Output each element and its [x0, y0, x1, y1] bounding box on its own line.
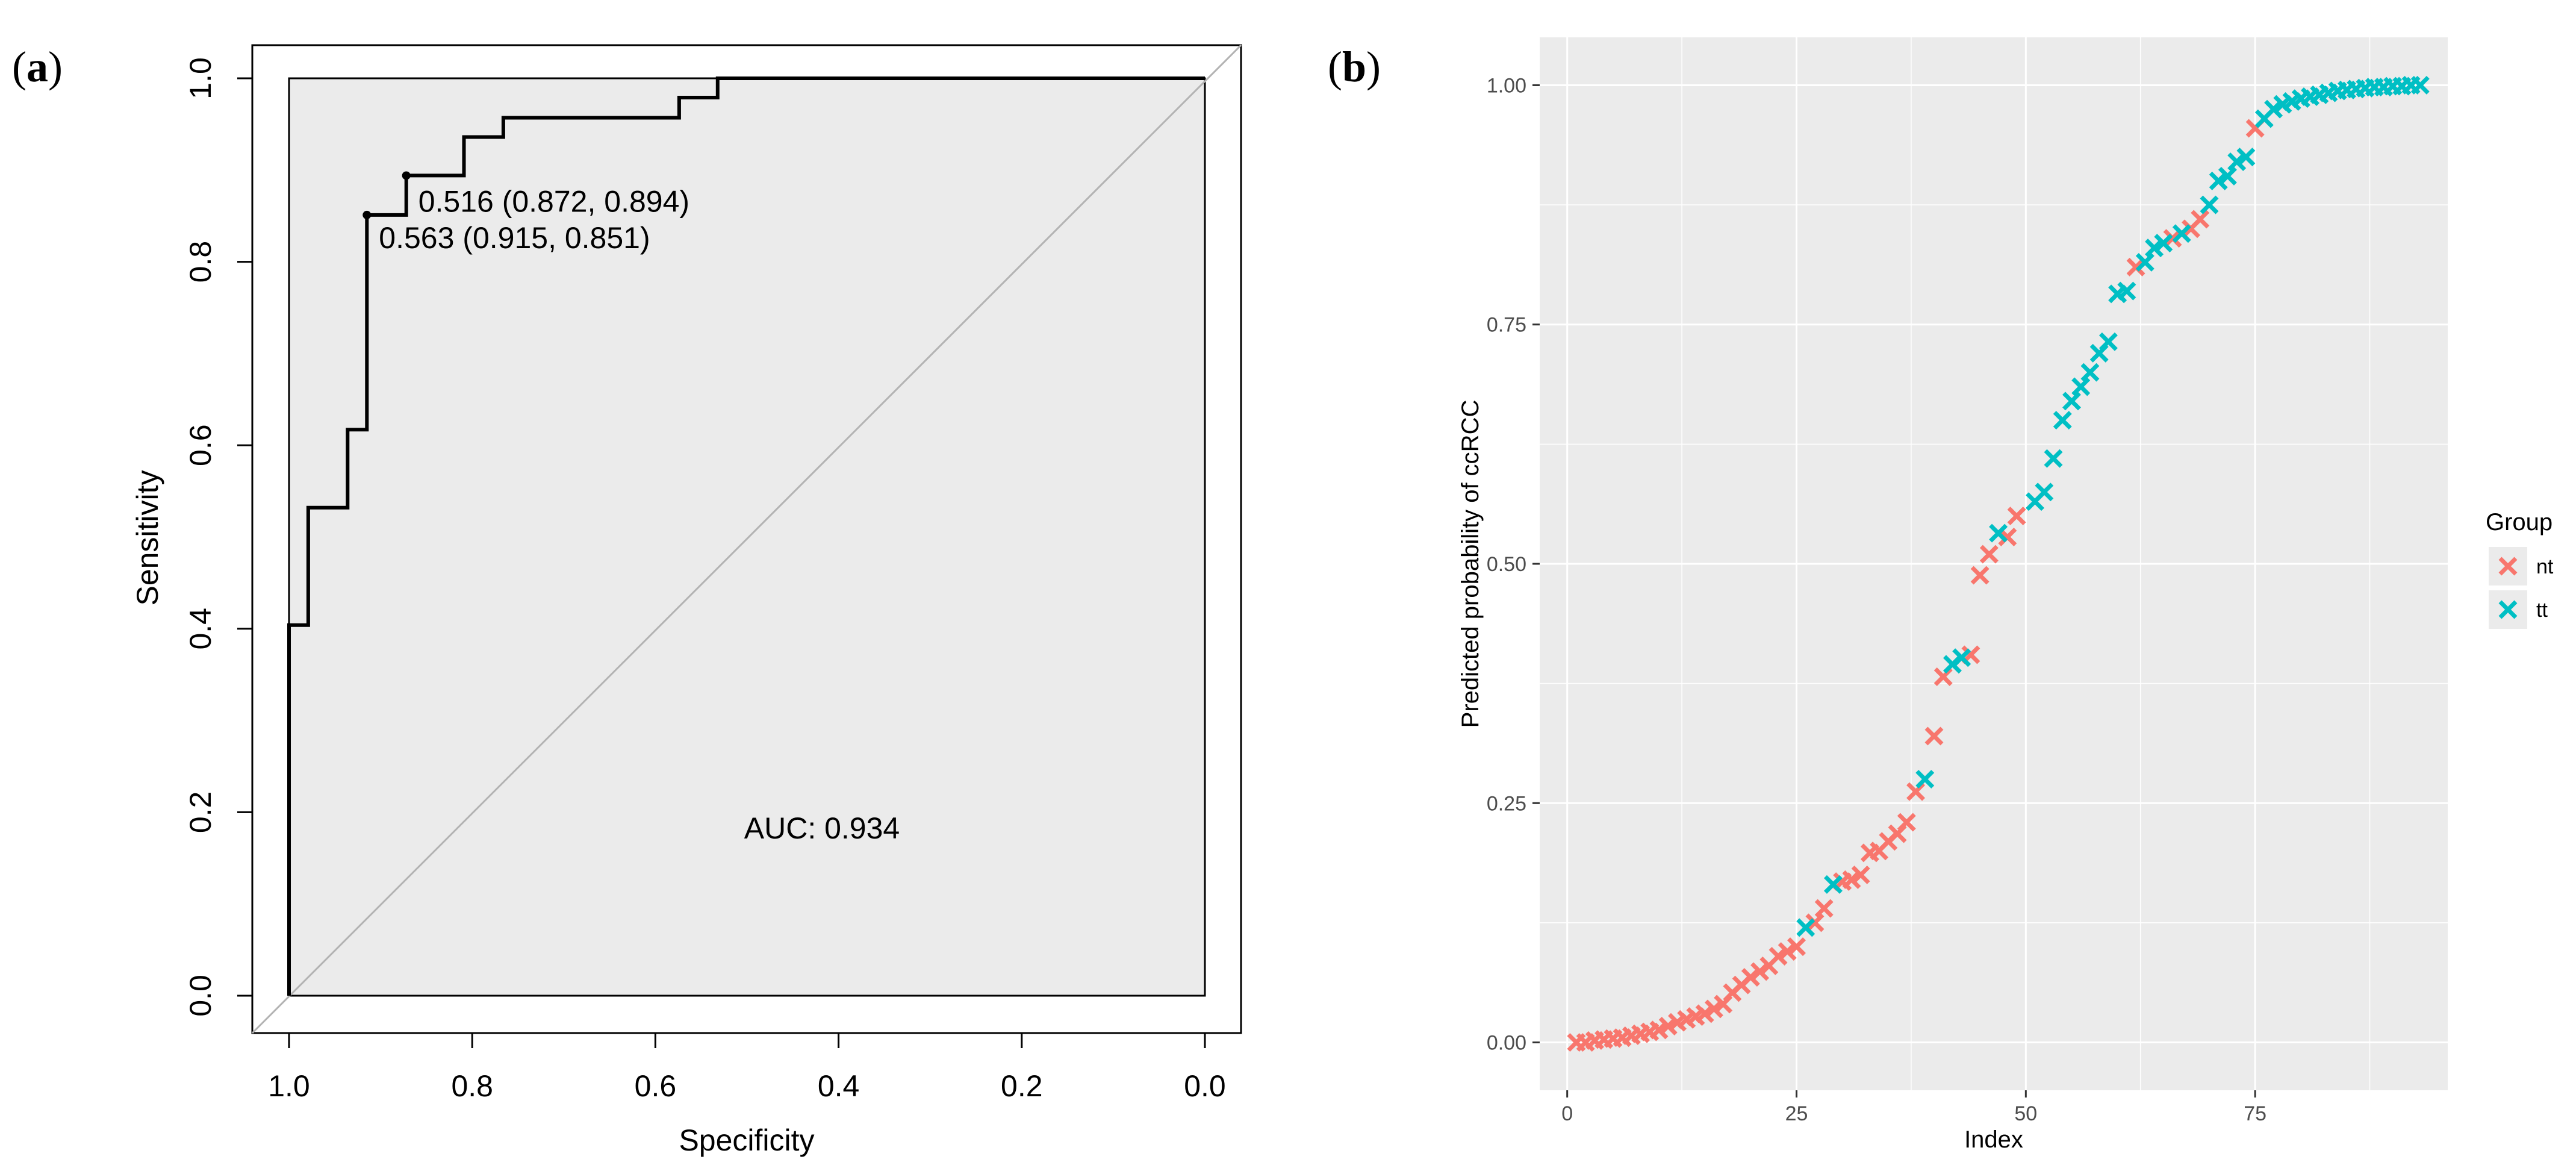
- scatter-y-axis: 0.00 0.25 0.50 0.75 1.00: [1487, 74, 1540, 1055]
- data-point-tt: [2080, 363, 2100, 382]
- data-point-nt: [1934, 667, 1953, 686]
- data-point-tt: [2172, 224, 2191, 243]
- threshold-point: [362, 210, 372, 219]
- data-point-tt: [2117, 281, 2136, 301]
- x-tick-label: 0.6: [635, 1069, 677, 1103]
- data-point-tt: [2227, 152, 2247, 172]
- legend-marker-nt: [2498, 557, 2518, 576]
- scatter-x-axis: 0 25 50 75: [1561, 1090, 2266, 1125]
- y-tick-label: 1.00: [1487, 74, 1526, 97]
- data-point-nt: [2191, 210, 2210, 229]
- data-point-nt: [2163, 229, 2182, 248]
- data-point-nt: [1805, 913, 1825, 932]
- legend-label-nt: nt: [2536, 555, 2554, 578]
- data-point-nt: [1897, 813, 1916, 832]
- data-point-nt: [1842, 870, 1861, 889]
- x-tick-label: 75: [2244, 1102, 2266, 1125]
- x-tick-label: 1.0: [268, 1069, 310, 1103]
- scatter-legend: Group nt tt: [2486, 509, 2554, 629]
- data-point-nt: [1704, 999, 1723, 1019]
- data-point-nt: [1695, 1004, 1714, 1023]
- y-tick-label: 0.6: [184, 424, 217, 466]
- data-point-tt: [1796, 918, 1815, 937]
- data-point-tt: [2044, 449, 2063, 468]
- data-point-tt: [1823, 875, 1843, 894]
- y-tick-label: 0.2: [184, 792, 217, 834]
- data-point-nt: [1750, 962, 1770, 981]
- y-tick-label: 0.4: [184, 608, 217, 650]
- scatter-gridlines: [1540, 37, 2448, 1090]
- y-tick-label: 0.0: [184, 975, 217, 1017]
- roc-y-axis: 0.0 0.2 0.4 0.6 0.8 1.0: [184, 57, 254, 1017]
- threshold-label: 0.516 (0.872, 0.894): [418, 184, 689, 218]
- data-point-nt: [1778, 942, 1797, 961]
- data-point-nt: [1814, 899, 1834, 918]
- data-point-nt: [2126, 257, 2145, 276]
- data-point-tt: [2200, 195, 2219, 214]
- panel-label-b: (b): [1328, 43, 1381, 91]
- legend-marker-tt: [2498, 600, 2518, 619]
- roc-x-axis: 1.0 0.8 0.6 0.4 0.2 0.0: [268, 1032, 1226, 1103]
- data-point-nt: [1787, 937, 1806, 957]
- data-point-nt: [1906, 782, 1926, 801]
- y-tick-label: 0.8: [184, 241, 217, 283]
- x-tick-label: 0.0: [1184, 1069, 1226, 1103]
- y-tick-label: 1.0: [184, 57, 217, 99]
- data-point-tt: [2410, 75, 2430, 95]
- data-point-nt: [2007, 507, 2026, 526]
- x-tick-label: 0: [1561, 1102, 1573, 1125]
- roc-chart: 0.516 (0.872, 0.894)0.563 (0.915, 0.851)…: [131, 44, 1242, 1157]
- data-point-tt: [2098, 332, 2118, 351]
- threshold-label: 0.563 (0.915, 0.851): [379, 221, 650, 255]
- probability-scatter-chart: 0 25 50 75 0.00 0.25 0.50 0.75 1.00 Index Predi…: [1457, 37, 2554, 1153]
- data-point-tt: [2218, 166, 2237, 186]
- data-point-tt: [1989, 523, 2008, 543]
- data-point-tt: [2071, 377, 2091, 396]
- threshold-point: [402, 171, 411, 180]
- auc-label: AUC: 0.934: [744, 811, 900, 845]
- x-tick-label: 0.2: [1001, 1069, 1043, 1103]
- legend-title: Group: [2486, 509, 2553, 535]
- y-tick-label: 0.25: [1487, 792, 1526, 815]
- data-point-tt: [2264, 99, 2283, 119]
- scatter-y-axis-title: Predicted probability of ccRCC: [1457, 400, 1484, 728]
- data-point-tt: [2135, 252, 2154, 272]
- x-tick-label: 0.4: [818, 1069, 860, 1103]
- data-point-tt: [1915, 770, 1935, 789]
- legend-label-tt: tt: [2536, 599, 2548, 622]
- roc-x-axis-title: Specificity: [679, 1123, 814, 1157]
- data-point-tt: [2154, 234, 2173, 253]
- data-point-tt: [2062, 392, 2081, 411]
- data-point-nt: [1970, 566, 1990, 585]
- y-tick-label: 0.75: [1487, 314, 1526, 337]
- data-point-tt: [1952, 648, 1971, 667]
- x-tick-label: 50: [2014, 1102, 2037, 1125]
- data-point-tt: [2236, 148, 2256, 167]
- data-point-tt: [2053, 411, 2072, 430]
- y-tick-label: 0.50: [1487, 553, 1526, 576]
- data-point-nt: [1851, 865, 1870, 884]
- data-point-nt: [1924, 726, 1944, 746]
- data-point-tt: [2145, 239, 2164, 258]
- x-tick-label: 25: [1785, 1102, 1808, 1125]
- scatter-x-axis-title: Index: [1964, 1126, 2023, 1153]
- data-point-tt: [2209, 171, 2228, 190]
- y-tick-label: 0.00: [1487, 1032, 1526, 1055]
- data-point-nt: [1979, 545, 1999, 564]
- panel-label-a: (a): [12, 43, 63, 91]
- data-point-nt: [1769, 947, 1788, 966]
- data-point-nt: [1741, 968, 1760, 987]
- data-point-tt: [2035, 482, 2054, 502]
- roc-diagonal-line: [251, 44, 1242, 1034]
- roc-y-axis-title: Sensitivity: [131, 470, 164, 605]
- x-tick-label: 0.8: [451, 1069, 493, 1103]
